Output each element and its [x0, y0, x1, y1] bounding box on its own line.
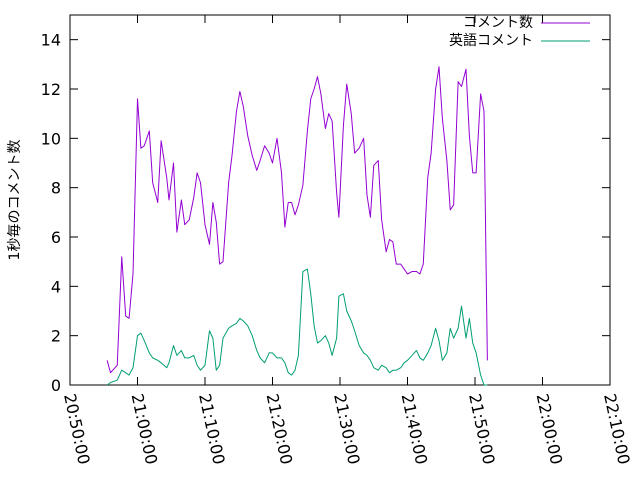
legend: コメント数 英語コメント	[449, 15, 590, 49]
y-axis-label: 1秒毎のコメント数	[7, 140, 23, 261]
y-tick-label: 6	[51, 228, 61, 247]
x-tick-label: 21:30:00	[330, 392, 364, 466]
legend-label-series-2: 英語コメント	[449, 32, 533, 49]
y-tick-label: 2	[51, 327, 61, 346]
x-tick-label: 21:50:00	[465, 392, 499, 466]
x-tick-label: 21:40:00	[398, 392, 432, 466]
y-tick-label: 0	[51, 376, 61, 395]
x-tick-label: 20:50:00	[60, 392, 94, 466]
series-line-2	[106, 268, 488, 386]
y-tick-label: 12	[41, 80, 61, 99]
y-axis: 0 2 4 6 8 10 12 14	[41, 31, 610, 395]
x-tick-label: 21:20:00	[263, 392, 297, 466]
x-tick-label: 22:10:00	[600, 392, 634, 466]
y-tick-label: 4	[51, 277, 61, 296]
legend-label-series-1: コメント数	[463, 15, 533, 31]
x-tick-label: 21:00:00	[128, 392, 162, 466]
series-layer	[106, 66, 488, 386]
x-axis: 20:50:00 21:00:00 21:10:00 21:20:00 21:30:00…	[60, 15, 634, 466]
series-line-1	[106, 66, 488, 374]
y-tick-label: 14	[41, 31, 61, 50]
x-tick-label: 22:00:00	[533, 392, 567, 466]
x-tick-label: 21:10:00	[195, 392, 229, 466]
y-tick-label: 8	[51, 179, 61, 198]
y-tick-label: 10	[41, 129, 61, 148]
